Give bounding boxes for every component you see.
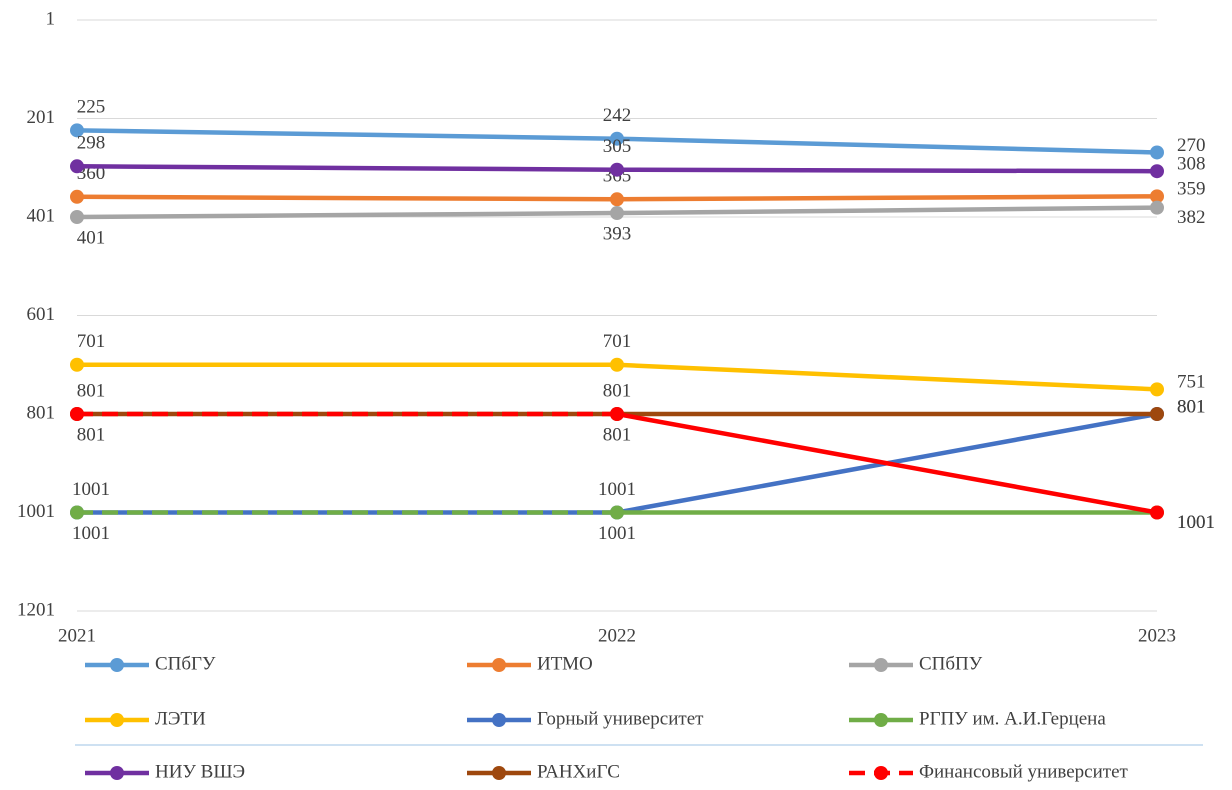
legend-label: ЛЭТИ [155,708,206,729]
data-label: 393 [603,223,632,244]
legend-marker [492,658,506,672]
marker [610,162,624,177]
marker [70,123,84,138]
marker [1150,505,1164,520]
legend-label: НИУ ВШЭ [155,761,245,782]
data-label: 1001 [1177,512,1215,533]
series-line [76,210,618,220]
marker [610,505,624,520]
data-label: 701 [77,331,106,352]
marker [610,131,624,146]
series-line [76,194,618,202]
data-label: 801 [77,380,106,401]
legend-marker [874,713,888,727]
legend-marker [874,658,888,672]
marker [610,206,624,221]
y-tick-label: 401 [27,205,56,226]
series-line [616,136,1158,155]
series-line [616,167,1158,174]
marker [1150,382,1164,397]
series-line [616,205,1158,216]
marker [1150,145,1164,160]
y-tick-label: 201 [27,107,56,128]
data-label: 1001 [1177,512,1215,533]
y-tick-label: 1 [46,8,56,29]
data-label: 225 [77,97,106,118]
y-tick-label: 1201 [17,599,55,620]
series-line [76,128,618,141]
series-line [616,411,1158,515]
marker [610,192,624,207]
data-label: 801 [1177,396,1206,417]
data-label: 401 [77,227,106,248]
marker [1150,164,1164,179]
y-tick-label: 1001 [17,501,55,522]
data-label: 801 [603,380,632,401]
legend-marker [110,766,124,780]
marker [610,407,624,421]
legend-marker [492,766,506,780]
data-label: 298 [77,133,106,154]
legend-label: СПбГУ [155,653,216,674]
series-line [76,164,618,172]
marker [70,189,84,204]
data-label: 1001 [598,479,636,500]
data-label: 359 [1177,179,1206,200]
legend-marker [874,766,888,780]
marker [70,505,84,520]
x-tick-label: 2022 [598,625,636,646]
data-label: 1001 [72,479,110,500]
marker [1150,200,1164,215]
legend-label: СПбПУ [919,653,983,674]
data-label: 801 [77,424,106,445]
data-label: 308 [1177,154,1206,175]
data-label: 305 [603,136,632,157]
data-label: 242 [603,105,632,126]
marker [70,210,84,224]
data-label: 701 [603,331,632,352]
x-tick-label: 2023 [1138,625,1176,646]
data-label: 801 [603,424,632,445]
marker [1150,189,1164,204]
marker [70,357,84,372]
legend-label: Финансовый университет [919,761,1129,782]
data-label: 1001 [598,523,636,544]
series-line [616,362,1158,392]
data-label: 1001 [72,523,110,544]
data-label: 751 [1177,372,1206,393]
legend-marker [492,713,506,727]
data-label: 801 [1177,396,1206,417]
series-line [616,194,1158,202]
y-tick-label: 601 [27,304,56,325]
legend-label: РГПУ им. А.И.Герцена [919,708,1106,729]
legend-label: Горный университет [537,708,704,729]
legend-marker [110,713,124,727]
data-label: 382 [1177,207,1206,228]
marker [610,357,624,372]
data-label: 270 [1177,135,1206,156]
marker [1150,407,1164,421]
marker [70,159,84,174]
legend-marker [110,658,124,672]
legend-label: ИТМО [537,653,593,674]
marker [70,407,84,421]
y-tick-label: 801 [27,402,56,423]
x-tick-label: 2021 [58,625,96,646]
legend-label: РАНХиГС [537,761,620,782]
